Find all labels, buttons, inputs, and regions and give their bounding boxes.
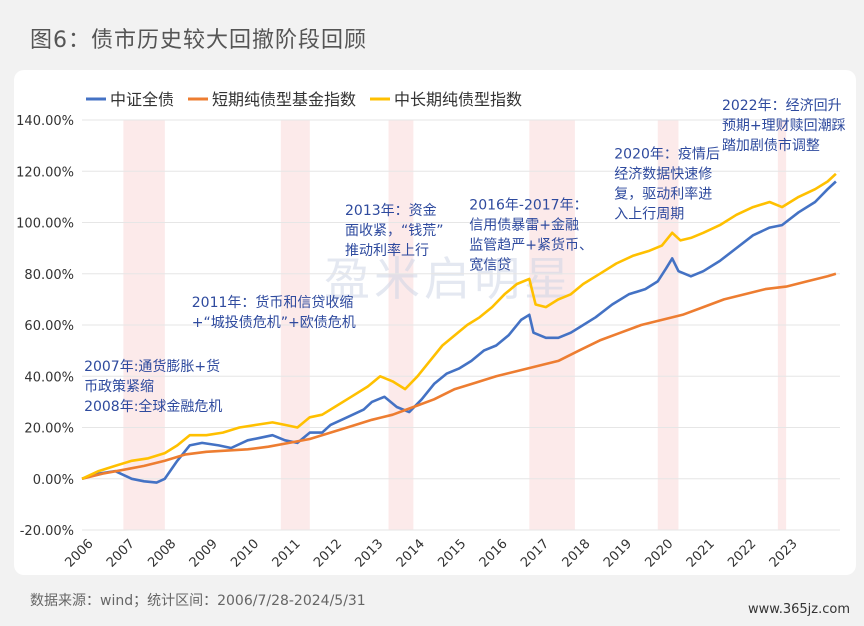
y-tick-label: 20.00%: [24, 422, 74, 437]
x-tick-label: 2015: [435, 537, 469, 571]
annotation-line: 监管趋严+紧货币、: [469, 237, 593, 254]
x-tick-label: 2010: [228, 537, 262, 571]
x-tick-label: 2022: [725, 537, 759, 571]
annotation-line: 经济数据快速修: [614, 166, 712, 182]
x-tick-label: 2017: [518, 537, 552, 571]
y-tick-label: 40.00%: [24, 370, 74, 385]
y-tick-label: -20.00%: [20, 524, 74, 539]
x-tick-label: 2019: [601, 537, 635, 571]
annotation-line: 2013年：资金: [345, 203, 437, 219]
series-line-0: [81, 180, 837, 484]
annotation-5: 2022年：经济回升预期+理财赎回潮踩踏加剧债市调整: [722, 98, 846, 154]
y-tick-label: 100.00%: [16, 217, 74, 232]
annotation-0: 2007年:通货膨胀+货币政策紧缩 2008年:全球金融危机: [84, 358, 222, 415]
annotation-line: 2011年：货币和信贷收缩: [192, 294, 354, 311]
y-tick-label: 80.00%: [24, 268, 74, 283]
x-tick-label: 2011: [270, 537, 304, 571]
y-tick-label: 120.00%: [16, 165, 74, 180]
annotation-line: 面收紧，“钱荒”: [345, 223, 444, 239]
annotation-line: 2022年：经济回升: [722, 98, 842, 114]
annotation-line: 踏加剧债市调整: [722, 137, 820, 154]
x-tick-label: 2008: [145, 537, 179, 571]
x-tick-label: 2006: [63, 537, 97, 571]
annotation-1: 2011年：货币和信贷收缩 +“城投债危机”+欧债危机: [192, 294, 356, 331]
legend-label-1: 短期纯债型基金指数: [212, 90, 356, 109]
series-line-1: [81, 272, 837, 481]
annotation-line: 2020年：疫情后: [614, 146, 720, 162]
series-line-2: [81, 172, 837, 480]
x-tick-label: 2013: [352, 537, 386, 571]
annotation-line: 2016年-2017年：: [469, 198, 587, 214]
watermark: 盈米启明星: [324, 252, 574, 306]
x-tick-label: 2018: [560, 537, 594, 571]
chart-card: 盈米启明星 140.00% 120.00% 100.00% 80.00% 60.00% 40…: [14, 70, 856, 575]
x-tick-label: 2012: [311, 537, 345, 571]
annotation-2: 2013年：资金面收紧，“钱荒” 推动利率上行: [345, 203, 444, 259]
x-tick-label: 2020: [642, 537, 676, 571]
x-tick-label: 2023: [767, 537, 801, 571]
annotation-line: 复，驱动利率进: [614, 185, 712, 202]
x-tick-label: 2021: [684, 537, 718, 571]
legend-label-2: 中长期纯债型指数: [394, 90, 522, 109]
site-url: www.365jz.com: [748, 602, 850, 617]
annotation-3: 2016年-2017年： 信用债暴雷+金融监管趋严+紧货币、宽信贷: [469, 198, 593, 274]
figure-title: 图6：债市历史较大回撤阶段回顾: [30, 28, 367, 53]
y-tick-label: 140.00%: [16, 114, 74, 129]
annotation-line: 宽信贷: [469, 257, 511, 274]
annotation-line: +“城投债危机”+欧债危机: [192, 315, 356, 331]
annotation-line: 入上行周期: [614, 206, 684, 222]
legend-label-0: 中证全债: [110, 90, 174, 109]
x-tick-label: 2016: [477, 537, 511, 571]
x-tick-label: 2007: [104, 537, 138, 571]
annotation-4: 2020年：疫情后经济数据快速修复，驱动利率进入上行周期: [614, 146, 720, 222]
annotation-line: 币政策紧缩: [84, 378, 154, 395]
annotation-line: 2008年:全球金融危机: [84, 398, 222, 415]
annotation-line: 信用债暴雷+金融: [469, 218, 579, 234]
x-tick-label: 2014: [394, 537, 428, 571]
y-tick-label: 0.00%: [33, 473, 74, 488]
annotation-line: 2007年:通货膨胀+货: [84, 358, 220, 375]
annotation-line: 推动利率上行: [345, 242, 429, 259]
annotation-line: 预期+理财赎回潮踩: [722, 117, 846, 134]
x-tick-label: 2009: [187, 537, 221, 571]
y-tick-label: 60.00%: [24, 319, 74, 334]
line-chart: 盈米启明星 140.00% 120.00% 100.00% 80.00% 60.00% 40…: [16, 90, 846, 571]
source-note: 数据来源：wind；统计区间：2006/7/28-2024/5/31: [30, 593, 366, 609]
